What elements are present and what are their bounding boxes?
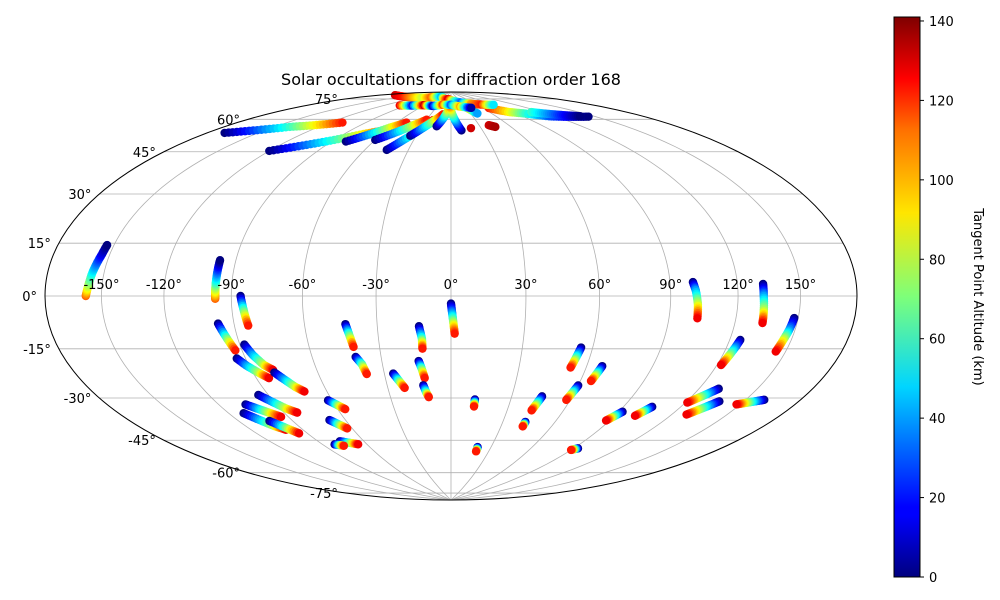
latitude-tick-labels: -75° -60° -45° -30° -15° 0° 15° 30° 45° 60° 75° <box>22 93 338 502</box>
lon-tick-label: -90° <box>217 278 245 293</box>
lon-tick-label: -120° <box>146 278 182 293</box>
data-point <box>683 398 692 407</box>
data-point <box>682 410 691 419</box>
data-point <box>467 103 476 113</box>
data-point <box>732 400 741 409</box>
lon-tick-label: -60° <box>289 278 317 293</box>
colorbar-tick-label: 60 <box>929 333 946 348</box>
data-point <box>491 122 500 132</box>
data-point <box>466 123 476 133</box>
lat-tick-label: 60° <box>217 113 240 128</box>
lon-tick-label: 60° <box>588 278 611 293</box>
colorbar-tick-label: 20 <box>929 492 946 507</box>
data-point <box>294 429 304 438</box>
lat-tick-label: -60° <box>212 467 240 482</box>
colorbar-tick-label: 0 <box>929 571 937 586</box>
data-point <box>566 363 575 372</box>
data-point <box>527 406 536 415</box>
lon-tick-label: 30° <box>514 278 537 293</box>
data-point <box>244 321 253 330</box>
colorbar-tick-label: 120 <box>929 94 954 109</box>
data-point <box>215 256 225 265</box>
lon-tick-label: 120° <box>722 278 753 293</box>
colorbar-tick-label: 100 <box>929 174 954 189</box>
data-point <box>471 447 481 456</box>
data-point <box>231 346 240 355</box>
data-point <box>473 109 482 118</box>
data-point <box>418 344 427 353</box>
data-point <box>584 112 593 121</box>
data-point <box>693 314 702 323</box>
data-point <box>489 100 498 110</box>
data-point <box>424 392 434 402</box>
data-point <box>343 424 352 433</box>
data-point <box>575 112 585 121</box>
data-point <box>716 360 726 370</box>
chart-title: Solar occultations for diffraction order… <box>281 70 621 89</box>
lon-tick-label: 150° <box>785 278 816 293</box>
data-point <box>349 342 358 352</box>
lat-tick-label: 30° <box>68 188 91 203</box>
lon-tick-label: 0° <box>444 278 459 293</box>
data-point <box>292 408 302 417</box>
colorbar <box>893 16 921 578</box>
data-point <box>300 387 309 396</box>
lat-tick-label: 45° <box>133 146 156 161</box>
lat-tick-label: 0° <box>22 290 37 305</box>
data-point <box>771 347 780 356</box>
data-point <box>400 383 409 393</box>
colorbar-tick-label: 140 <box>929 15 954 30</box>
lat-tick-label: -75° <box>310 487 338 502</box>
data-point <box>264 373 274 383</box>
lon-tick-label: 90° <box>659 278 682 293</box>
graticule <box>45 91 857 501</box>
data-point <box>562 395 571 405</box>
longitude-tick-labels: -150° -120° -90° -60° -30° 0° 30° 60° 90° 120° 150… <box>83 278 816 293</box>
data-point <box>353 440 363 449</box>
data-point <box>601 416 611 425</box>
colorbar-tick-label: 80 <box>929 253 946 268</box>
lat-tick-label: -15° <box>23 343 51 358</box>
colorbar-label: Tangent Point Altitude (km) <box>970 207 985 385</box>
data-point <box>450 329 459 338</box>
lon-tick-label: -150° <box>83 278 119 293</box>
colorbar-ticks: 0 20 40 60 80 100 120 140 <box>920 15 954 586</box>
data-point <box>586 376 596 386</box>
lat-tick-label: 15° <box>28 237 51 252</box>
data-point <box>102 240 112 250</box>
data-point <box>758 318 767 328</box>
lat-tick-label: -45° <box>128 434 156 449</box>
lat-tick-label: -30° <box>64 392 92 407</box>
colorbar-tick-label: 40 <box>929 412 946 427</box>
data-points <box>81 90 799 456</box>
data-point <box>566 445 576 455</box>
data-point <box>362 369 371 379</box>
data-point <box>341 404 350 414</box>
data-point <box>469 402 479 411</box>
data-point <box>338 118 347 127</box>
data-point <box>420 373 429 383</box>
data-point <box>339 441 349 450</box>
map-outline <box>44 91 858 501</box>
data-point <box>518 422 527 431</box>
lon-tick-label: -30° <box>362 278 390 293</box>
data-point <box>630 411 640 421</box>
data-point <box>276 412 286 422</box>
lat-tick-label: 75° <box>315 93 338 108</box>
